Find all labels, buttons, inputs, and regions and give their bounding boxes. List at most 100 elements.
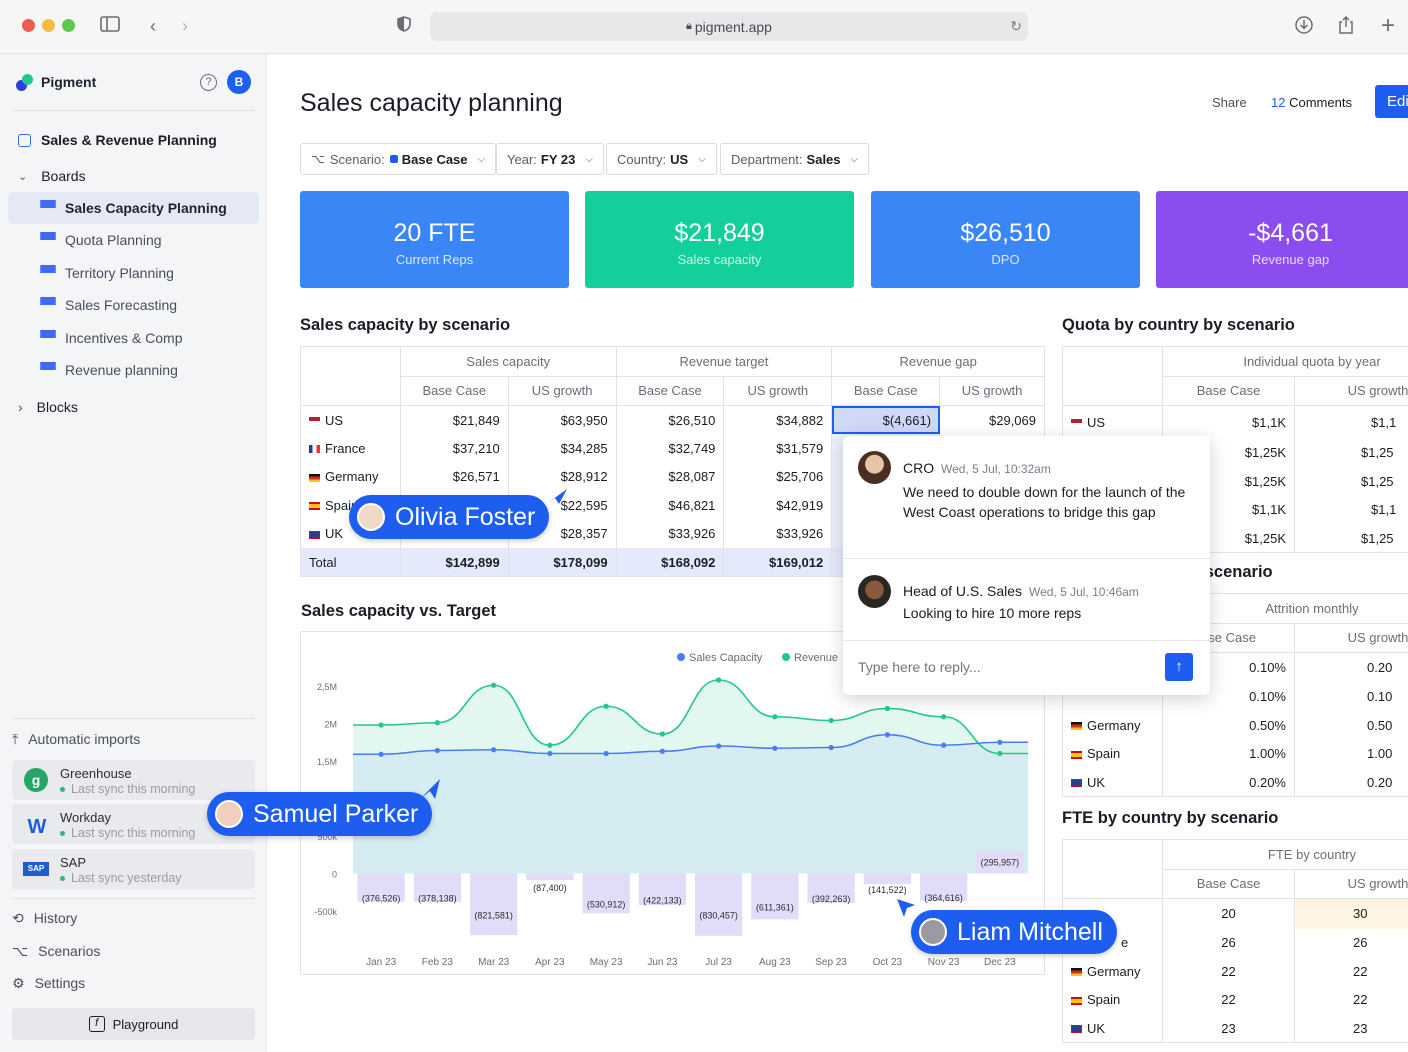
reply-input[interactable] <box>858 656 1158 678</box>
table-cell[interactable]: 0.50% <box>1162 711 1295 740</box>
table-cell[interactable]: $1,25 <box>1294 438 1408 467</box>
table-cell[interactable]: $26,510 <box>616 405 725 434</box>
share-icon[interactable] <box>1335 15 1357 37</box>
table-cell[interactable]: $34,285 <box>508 434 617 463</box>
country-filter[interactable]: Country: US ⌵ <box>606 143 717 175</box>
year-filter[interactable]: Year: FY 23 ⌵ <box>496 143 604 175</box>
table-cell[interactable]: 0.50 <box>1294 711 1408 740</box>
workspace-item[interactable]: Sales & Revenue Planning <box>8 124 259 156</box>
user-avatar[interactable]: B <box>227 70 251 94</box>
selected-cell[interactable]: $(4,661) <box>831 405 941 434</box>
table-cell[interactable]: 0.20% <box>1162 768 1295 797</box>
help-icon[interactable]: ? <box>200 74 217 91</box>
edit-button[interactable]: Edi <box>1375 85 1408 118</box>
table-cell[interactable]: $28,087 <box>616 462 725 491</box>
table-cell[interactable]: 22 <box>1162 957 1295 986</box>
blocks-section-toggle[interactable]: › Blocks <box>8 391 259 423</box>
table-cell[interactable]: 30 <box>1294 898 1408 929</box>
new-tab-icon[interactable]: + <box>1380 12 1395 39</box>
send-reply-button[interactable]: ↑ <box>1165 653 1193 681</box>
kpi-revenue-gap[interactable]: -$4,661 Revenue gap <box>1156 191 1408 288</box>
comment-text: We need to double down for the launch of… <box>903 484 1186 520</box>
table-cell[interactable]: 26 <box>1162 928 1295 957</box>
import-name: Greenhouse <box>60 766 132 781</box>
table-cell[interactable]: 1.00% <box>1162 739 1295 768</box>
nav-scenarios[interactable]: ⌥ Scenarios <box>8 935 259 967</box>
table-cell[interactable]: $63,950 <box>508 405 617 434</box>
automatic-imports-header[interactable]: ⤒ Automatic imports <box>8 723 259 755</box>
table-cell[interactable]: 23 <box>1162 1014 1295 1043</box>
table-cell[interactable]: 22 <box>1294 985 1408 1014</box>
table-cell[interactable]: $1,25 <box>1294 524 1408 553</box>
reload-icon[interactable]: ↻ <box>1010 18 1022 34</box>
table-cell[interactable]: 0.20 <box>1294 768 1408 797</box>
minimize-window-button[interactable] <box>42 19 55 32</box>
table-cell[interactable]: 0.10% <box>1162 682 1295 711</box>
table-cell[interactable]: 22 <box>1162 985 1295 1014</box>
sidebar-item-sales-forecasting[interactable]: Sales Forecasting <box>8 289 259 321</box>
table-cell[interactable]: $1,1 <box>1294 495 1408 524</box>
department-filter[interactable]: Department: Sales ⌵ <box>720 143 870 175</box>
table-cell[interactable]: $1,25 <box>1294 467 1408 496</box>
table-cell[interactable]: 0.10 <box>1294 682 1408 711</box>
table-row[interactable]: Spain 22 22 <box>1062 985 1408 1014</box>
table-row[interactable]: US $1,1K $1,1 <box>1062 405 1408 439</box>
share-button[interactable]: Share <box>1212 95 1247 110</box>
sidebar-item-quota-planning[interactable]: Quota Planning <box>8 224 259 256</box>
table-cell[interactable]: 1.00 <box>1294 739 1408 768</box>
table-cell[interactable]: $26,571 <box>400 462 509 491</box>
table-row[interactable]: US $21,849 $63,950 $26,510 $34,882 $(4,661) $2… <box>300 405 1045 434</box>
nav-settings[interactable]: ⚙ Settings <box>8 967 259 999</box>
address-bar[interactable]: 🔒︎ pigment.app ↻ <box>430 12 1028 41</box>
table-row[interactable]: Germany 22 22 <box>1062 957 1408 986</box>
download-icon[interactable] <box>1293 15 1315 37</box>
zoom-window-button[interactable] <box>62 19 75 32</box>
kpi-current-reps[interactable]: 20 FTE Current Reps <box>300 191 569 288</box>
table-row[interactable]: Germany 0.50% 0.50 <box>1062 711 1408 740</box>
table-cell[interactable]: $32,749 <box>616 434 725 463</box>
table-cell[interactable]: $21,849 <box>400 405 509 434</box>
sidebar-item-sales-capacity-planning[interactable]: Sales Capacity Planning <box>8 192 259 224</box>
kpi-sales-capacity[interactable]: $21,849 Sales capacity <box>585 191 854 288</box>
table-cell[interactable]: $42,919 <box>723 491 833 520</box>
table-row[interactable]: Spain 1.00% 1.00 <box>1062 739 1408 768</box>
table-cell[interactable]: $31,579 <box>723 434 833 463</box>
table-cell[interactable]: $46,821 <box>616 491 725 520</box>
table-cell[interactable]: 26 <box>1294 928 1408 957</box>
table-cell[interactable]: $1,1K <box>1162 405 1295 439</box>
table-cell[interactable]: $28,912 <box>508 462 617 491</box>
table-cell[interactable]: 22 <box>1294 957 1408 986</box>
table-cell[interactable]: $34,882 <box>723 405 833 434</box>
sidebar-toggle-icon[interactable] <box>99 15 121 37</box>
scenario-filter[interactable]: ⌥ Scenario: Base Case ⌵ <box>300 143 497 175</box>
import-greenhouse[interactable]: g Greenhouse Last sync this morning <box>12 760 255 800</box>
table-cell[interactable]: 23 <box>1294 1014 1408 1043</box>
kpi-dpo[interactable]: $26,510 DPO <box>871 191 1140 288</box>
import-sap[interactable]: SAP SAP Last sync yesterday <box>12 849 255 889</box>
forward-icon[interactable]: › <box>182 16 188 36</box>
playground-button[interactable]: f Playground <box>12 1008 255 1040</box>
table-cell[interactable]: 0.20 <box>1294 652 1408 683</box>
nav-history[interactable]: ⟲ History <box>8 902 259 934</box>
kpi-label: Current Reps <box>395 252 474 267</box>
table-cell[interactable]: $25,706 <box>723 462 833 491</box>
table-cell[interactable]: $33,926 <box>723 519 833 548</box>
table-row[interactable]: UK 0.20% 0.20 <box>1062 768 1408 797</box>
table-cell[interactable]: $29,069 <box>939 405 1045 434</box>
sales-capacity-chart[interactable]: 2,5M 2M 1,5M 500k 0 -500k Sales Capacity Revenu… <box>301 632 1046 976</box>
table-cell[interactable]: $1,1 <box>1294 405 1408 439</box>
table-cell[interactable]: $33,926 <box>616 519 725 548</box>
sidebar-item-territory-planning[interactable]: Territory Planning <box>8 257 259 289</box>
table-row[interactable]: UK 23 23 <box>1062 1014 1408 1043</box>
shield-icon[interactable] <box>393 15 415 37</box>
table-cell[interactable]: 20 <box>1162 898 1295 929</box>
comments-count: 12 <box>1271 95 1286 110</box>
close-window-button[interactable] <box>22 19 35 32</box>
table-cell[interactable]: $37,210 <box>400 434 509 463</box>
sidebar-item-incentives-comp[interactable]: Incentives & Comp <box>8 322 259 354</box>
table-row[interactable]: 20 30 <box>1062 898 1408 929</box>
back-icon[interactable]: ‹ <box>150 16 156 36</box>
sidebar-item-revenue-planning[interactable]: Revenue planning <box>8 354 259 386</box>
comments-button[interactable]: 12 Comments <box>1271 95 1352 110</box>
boards-section-toggle[interactable]: ⌄ Boards <box>8 160 259 192</box>
